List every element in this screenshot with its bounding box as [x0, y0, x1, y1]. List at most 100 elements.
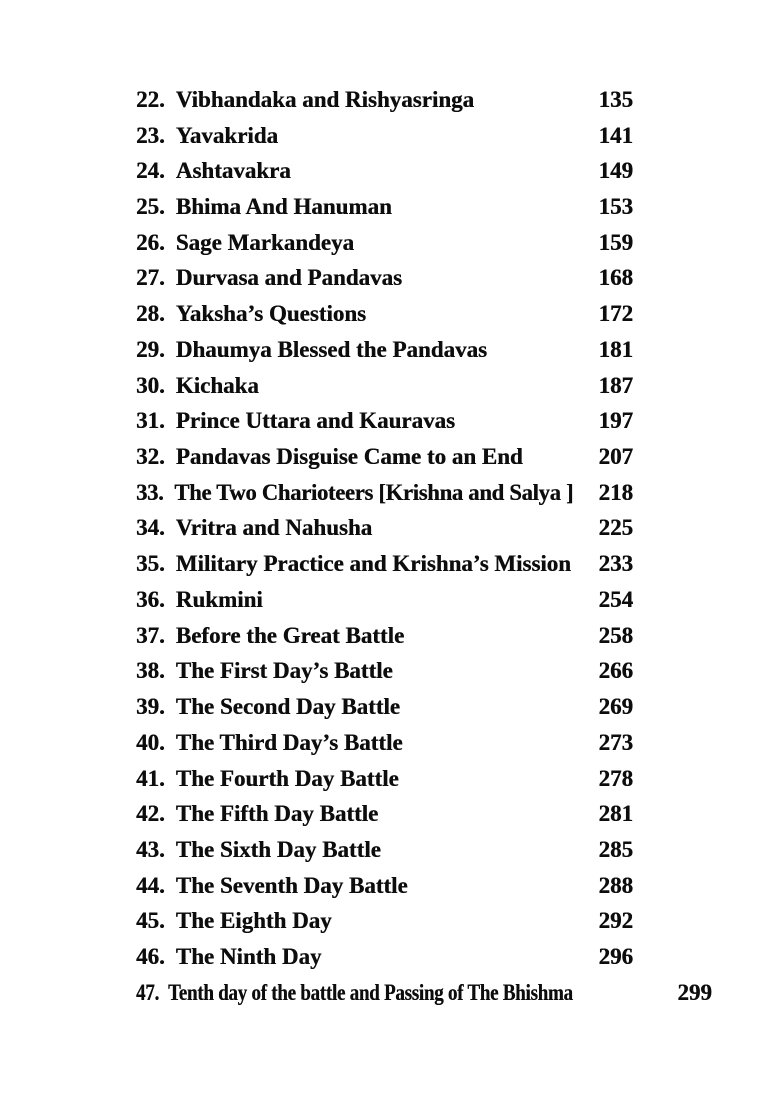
- toc-row: 39. The Second Day Battle 269: [136, 689, 633, 725]
- toc-entry-page-number: 187: [598, 372, 634, 398]
- toc-entry-label: 23. Yavakrida: [136, 123, 278, 149]
- toc-entry-label: 26. Sage Markandeya: [136, 230, 354, 256]
- toc-entry-page-number: 288: [598, 872, 634, 898]
- toc-entry-title: The Ninth Day: [175, 944, 322, 970]
- toc-entry-page-number: 299: [677, 979, 712, 1005]
- toc-entry-page-number: 153: [598, 194, 634, 220]
- toc-entry-number: 34.: [136, 515, 165, 541]
- toc-entry-number: 31.: [136, 408, 165, 434]
- toc-entry-title: Yaksha’s Questions: [175, 301, 366, 327]
- toc-entry-title: Bhima And Hanuman: [175, 194, 392, 220]
- toc-entry-label: 40. The Third Day’s Battle: [136, 730, 403, 756]
- toc-entry-title: Vritra and Nahusha: [175, 515, 373, 541]
- toc-row: 45. The Eighth Day 292: [136, 904, 633, 940]
- toc-entry-number: 30.: [136, 372, 165, 398]
- toc-row: 33. The Two Charioteers [Krishna and Saly…: [136, 475, 633, 511]
- toc-entry-label: 25. Bhima And Hanuman: [136, 194, 392, 220]
- toc-entry-number: 25.: [136, 194, 165, 220]
- toc-row: 35. Military Practice and Krishna’s Missi…: [136, 546, 633, 582]
- toc-row: 27. Durvasa and Pandavas 168: [136, 261, 633, 297]
- toc-entry-page-number: 233: [598, 551, 634, 577]
- toc-entry-number: 23.: [136, 122, 165, 148]
- toc-entry-page-number: 296: [598, 944, 634, 970]
- toc-entry-page-number: 181: [598, 336, 634, 362]
- toc-entry-label: 42. The Fifth Day Battle: [136, 801, 378, 827]
- toc-entry-label: 32. Pandavas Disguise Came to an End: [136, 444, 523, 470]
- toc-entry-title: Rukmini: [175, 586, 263, 612]
- toc-entry-label: 35. Military Practice and Krishna’s Missi…: [136, 551, 571, 577]
- toc-entry-title: The Sixth Day Battle: [175, 836, 381, 862]
- toc-entry-label: 27. Durvasa and Pandavas: [136, 265, 402, 291]
- toc-entry-number: 37.: [136, 622, 165, 648]
- toc-entry-page-number: 278: [598, 765, 634, 791]
- toc-entry-number: 22.: [136, 86, 165, 112]
- toc-entry-title: The Third Day’s Battle: [175, 729, 403, 755]
- toc-row: 34. Vritra and Nahusha 225: [136, 511, 633, 547]
- toc-row: 37. Before the Great Battle 258: [136, 618, 633, 654]
- toc-entry-page-number: 159: [598, 229, 634, 255]
- toc-entry-page-number: 273: [598, 729, 634, 755]
- toc-entry-title: Dhaumya Blessed the Pandavas: [175, 336, 487, 362]
- toc-row: 22. Vibhandaka and Rishyasringa 135: [136, 82, 633, 118]
- toc-entry-label: 33. The Two Charioteers [Krishna and Saly…: [136, 480, 574, 506]
- toc-row: 36. Rukmini 254: [136, 582, 633, 618]
- toc-entry-number: 39.: [136, 694, 165, 720]
- toc-entry-page-number: 149: [598, 158, 634, 184]
- toc-entry-page-number: 207: [598, 444, 634, 470]
- toc-entry-label: 46. The Ninth Day: [136, 944, 321, 970]
- toc-entry-title: Before the Great Battle: [175, 622, 405, 648]
- toc-entry-number: 41.: [136, 765, 165, 791]
- toc-row: 40. The Third Day’s Battle 273: [136, 725, 633, 761]
- toc-entry-number: 32.: [136, 444, 165, 470]
- toc-row: 23. Yavakrida 141: [136, 118, 633, 154]
- toc-entry-label: 22. Vibhandaka and Rishyasringa: [136, 87, 474, 113]
- toc-entry-title: The Fourth Day Battle: [175, 765, 399, 791]
- toc-entry-number: 45.: [136, 908, 165, 934]
- toc-entry-label: 31. Prince Uttara and Kauravas: [136, 408, 455, 434]
- toc-entry-title: Ashtavakra: [175, 158, 291, 184]
- toc-row: 38. The First Day’s Battle 266: [136, 654, 633, 690]
- toc-entry-title: Sage Markandeya: [175, 229, 354, 255]
- toc-entry-title: Yavakrida: [175, 122, 278, 148]
- toc-entry-page-number: 292: [598, 908, 634, 934]
- toc-entry-label: 43. The Sixth Day Battle: [136, 837, 381, 863]
- toc-entry-number: 35.: [136, 551, 165, 577]
- toc-row: 26. Sage Markandeya 159: [136, 225, 633, 261]
- toc-row: 31. Prince Uttara and Kauravas 197: [136, 403, 633, 439]
- toc-entry-label: 44. The Seventh Day Battle: [136, 873, 408, 899]
- toc-entry-page-number: 281: [598, 801, 634, 827]
- toc-row: 29. Dhaumya Blessed the Pandavas 181: [136, 332, 633, 368]
- toc-entry-page-number: 172: [598, 301, 634, 327]
- toc-entry-label: 28. Yaksha’s Questions: [136, 301, 366, 327]
- toc-entry-page-number: 135: [598, 86, 634, 112]
- toc-entry-title: The Eighth Day: [175, 908, 332, 934]
- toc-row: 42. The Fifth Day Battle 281: [136, 796, 633, 832]
- toc-row: 28. Yaksha’s Questions 172: [136, 296, 633, 332]
- toc-entry-label: 24. Ashtavakra: [136, 158, 291, 184]
- toc-entry-number: 29.: [136, 336, 165, 362]
- toc-entry-number: 40.: [136, 729, 165, 755]
- toc-entry-number: 24.: [136, 158, 165, 184]
- toc-entry-label: 47. Tenth day of the battle and Passing o…: [136, 980, 573, 1006]
- toc-entry-page-number: 254: [598, 586, 634, 612]
- toc-entry-number: 38.: [136, 658, 165, 684]
- toc-row: 43. The Sixth Day Battle 285: [136, 832, 633, 868]
- toc-entry-page-number: 168: [598, 265, 634, 291]
- toc-entry-number: 42.: [136, 801, 165, 827]
- toc-entry-page-number: 218: [598, 479, 634, 505]
- toc-entry-page-number: 258: [598, 622, 634, 648]
- toc-entry-title: The Fifth Day Battle: [175, 801, 379, 827]
- toc-entry-title: Pandavas Disguise Came to an End: [175, 444, 523, 470]
- toc-entry-label: 36. Rukmini: [136, 587, 263, 613]
- toc-row: 25. Bhima And Hanuman 153: [136, 189, 633, 225]
- toc-entry-number: 43.: [136, 836, 165, 862]
- toc-entry-title: Prince Uttara and Kauravas: [175, 408, 455, 434]
- toc-entry-title: The Seventh Day Battle: [175, 872, 408, 898]
- toc-entry-page-number: 225: [598, 515, 634, 541]
- toc-entry-number: 47.: [136, 979, 159, 1005]
- toc-entry-page-number: 269: [598, 694, 634, 720]
- toc-entry-title: Tenth day of the battle and Passing of T…: [168, 979, 573, 1005]
- toc-entry-number: 28.: [136, 301, 165, 327]
- toc-entry-number: 44.: [136, 872, 165, 898]
